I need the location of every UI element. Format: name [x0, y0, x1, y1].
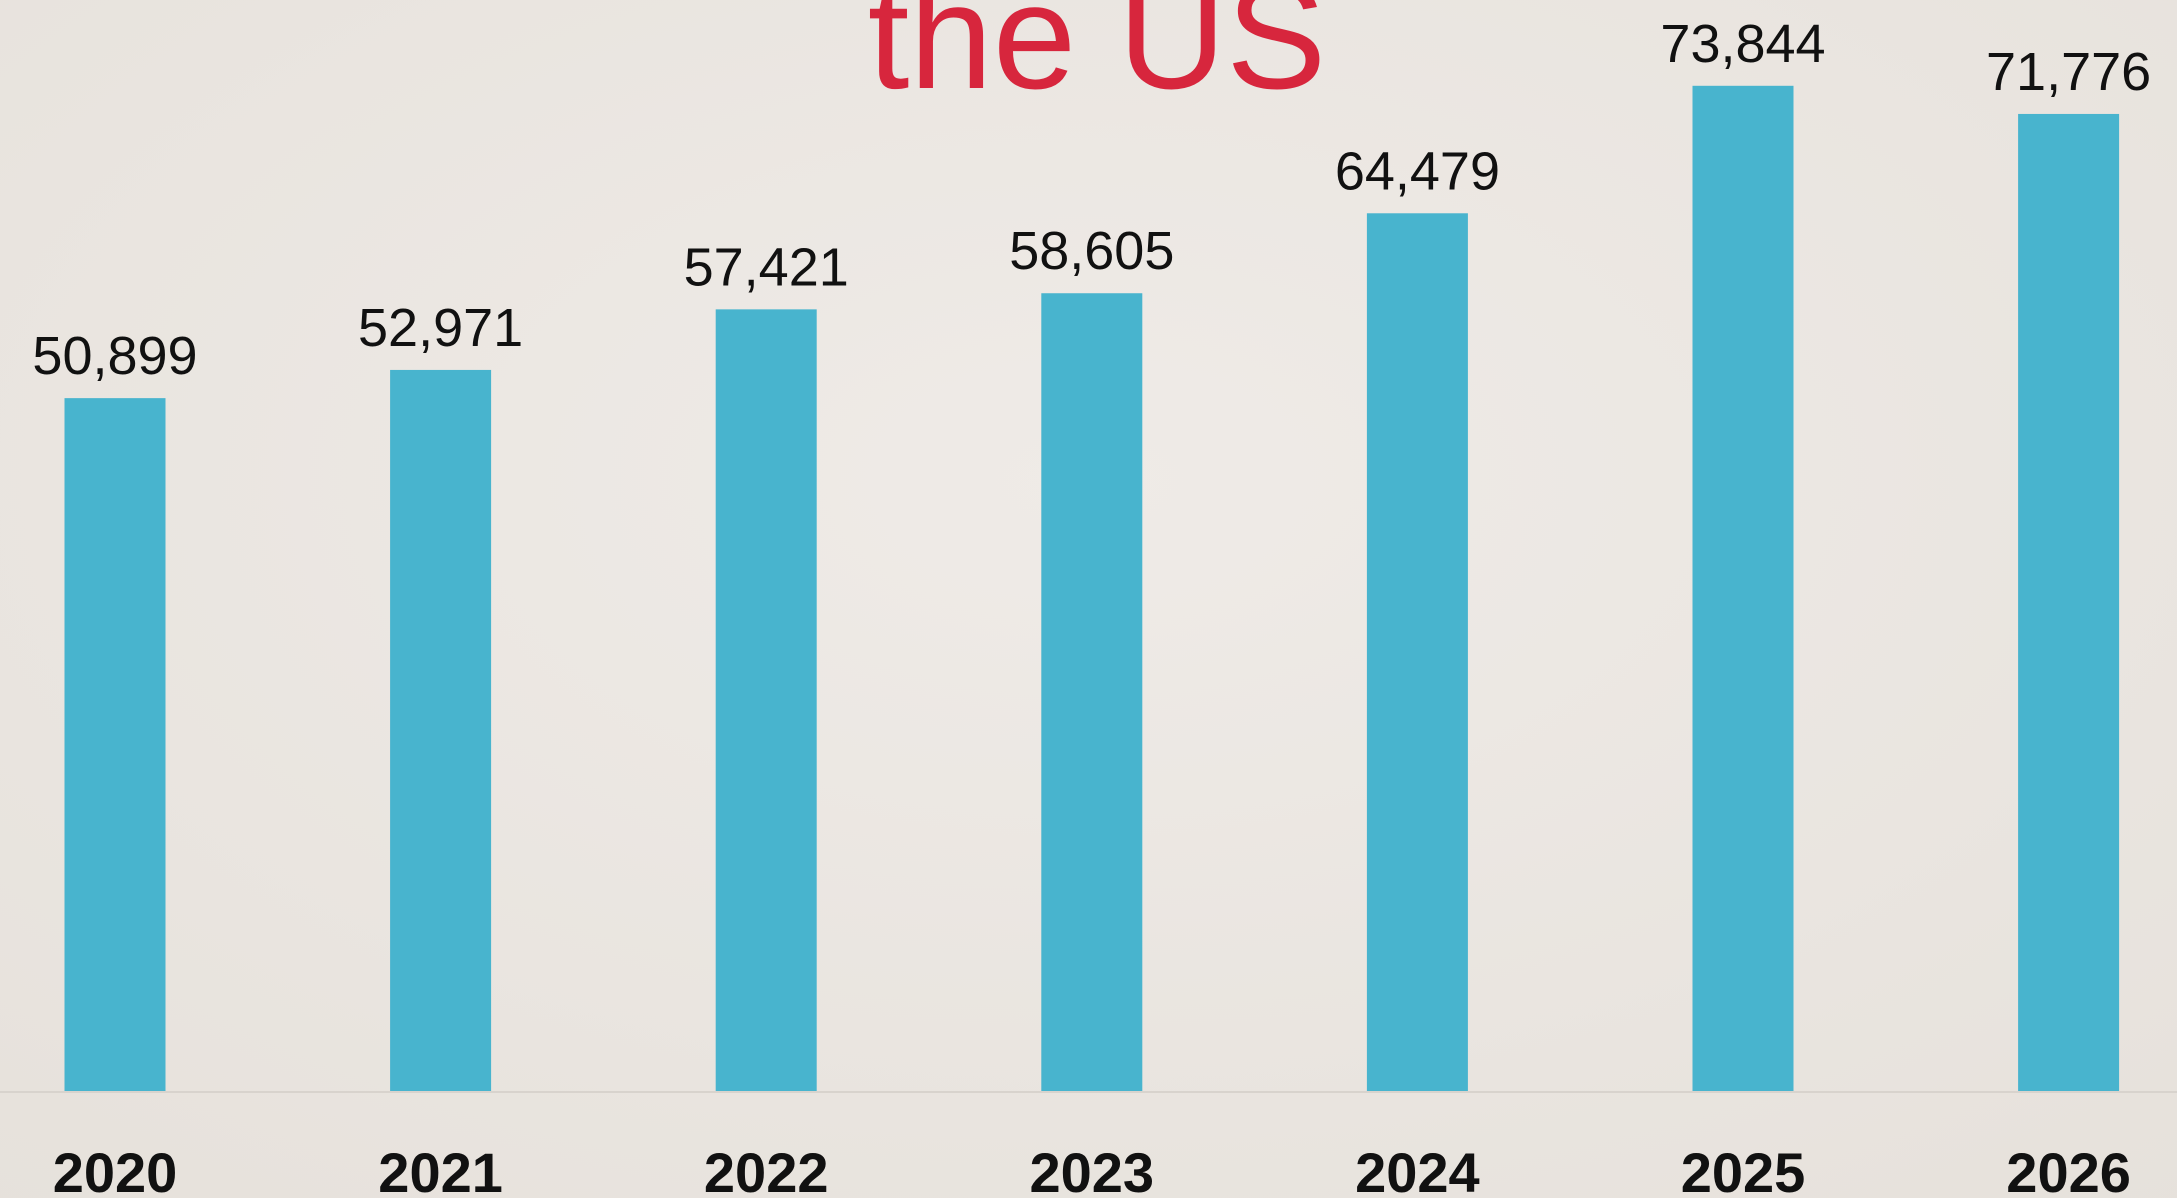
value-label: 71,776 [1986, 42, 2151, 102]
value-label: 57,421 [684, 237, 849, 297]
x-tick-label: 2024 [1355, 1141, 1480, 1198]
bar [1041, 293, 1143, 1091]
x-tick-label: 2021 [378, 1141, 503, 1198]
bar [715, 309, 817, 1091]
x-tick-label: 2020 [53, 1141, 178, 1198]
value-label: 64,479 [1335, 141, 1500, 201]
x-tick-label: 2026 [2006, 1141, 2131, 1198]
value-label: 52,971 [358, 298, 523, 358]
bar [2018, 113, 2120, 1091]
value-label: 58,605 [1009, 221, 1174, 281]
x-tick-label: 2022 [704, 1141, 829, 1198]
value-label: 73,844 [1660, 14, 1825, 74]
value-label: 50,899 [32, 326, 197, 386]
chart-title: the US [868, 0, 1327, 120]
bar [390, 369, 492, 1091]
x-tick-label: 2025 [1681, 1141, 1806, 1198]
x-tick-label: 2023 [1030, 1141, 1155, 1198]
bar [1366, 213, 1468, 1092]
bar [64, 398, 166, 1092]
bar [1692, 85, 1794, 1091]
